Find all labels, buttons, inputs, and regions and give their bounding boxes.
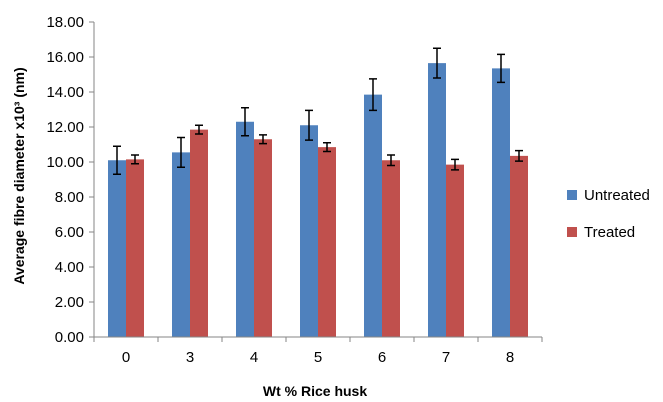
bar-treated-3 [190, 129, 208, 337]
x-tick-label: 6 [378, 349, 386, 366]
x-axis-ticks: 0 3 4 5 6 7 8 [93, 337, 543, 366]
y-tick-label: 18.00 [46, 14, 84, 31]
y-tick-label: 14.00 [46, 84, 84, 101]
x-axis-title: Wt % Rice husk [263, 383, 367, 399]
x-tick-label: 0 [122, 349, 130, 366]
bar-treated-7 [446, 164, 464, 337]
bar-untreated-5 [300, 125, 318, 337]
x-tick-label: 4 [250, 349, 258, 366]
legend-label-treated: Treated [584, 224, 635, 241]
bar-untreated-0 [108, 160, 126, 337]
y-axis-title: Average fibre diameter x10³ (nm) [11, 67, 27, 284]
bar-untreated-6 [364, 94, 382, 337]
bar-treated-0 [126, 159, 144, 337]
x-tick-label: 3 [186, 349, 194, 366]
error-bars-group [113, 47, 523, 175]
y-tick-label: 6.00 [55, 224, 84, 241]
y-tick-label: 2.00 [55, 294, 84, 311]
bar-untreated-8 [492, 68, 510, 337]
y-tick-label: 0.00 [55, 329, 84, 346]
legend-label-untreated: Untreated [584, 187, 650, 204]
y-tick-label: 12.00 [46, 119, 84, 136]
legend: Untreated Treated [567, 187, 650, 241]
bar-untreated-4 [236, 121, 254, 337]
legend-swatch-treated [567, 227, 577, 237]
y-tick-label: 16.00 [46, 49, 84, 66]
y-tick-label: 4.00 [55, 259, 84, 276]
legend-swatch-untreated [567, 190, 577, 200]
y-tick-label: 10.00 [46, 154, 84, 171]
bar-treated-4 [254, 139, 272, 337]
x-tick-label: 8 [506, 349, 514, 366]
bars-group [108, 63, 528, 337]
bar-untreated-3 [172, 152, 190, 337]
x-tick-label: 7 [442, 349, 450, 366]
bar-treated-8 [510, 155, 528, 337]
y-axis-ticks: 0.00 2.00 4.00 6.00 8.00 10.00 12.00 14.00 16.00… [46, 14, 94, 346]
bar-treated-6 [382, 160, 400, 337]
x-tick-label: 5 [314, 349, 322, 366]
bar-untreated-7 [428, 63, 446, 337]
bar-treated-5 [318, 147, 336, 337]
y-tick-label: 8.00 [55, 189, 84, 206]
